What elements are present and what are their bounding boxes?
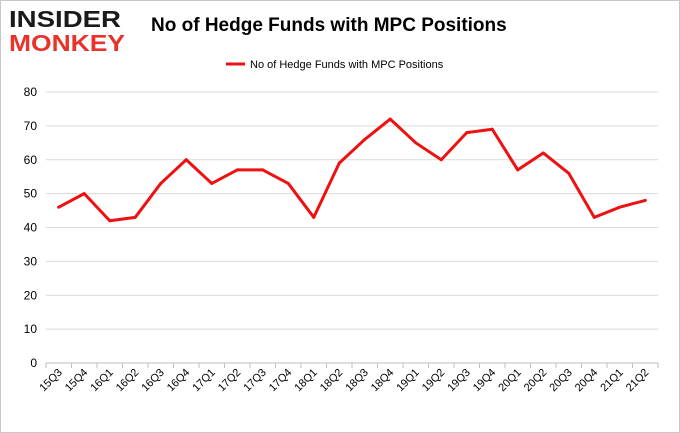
data-point	[286, 181, 290, 185]
data-point	[465, 131, 469, 135]
data-point	[184, 158, 188, 162]
x-tick-label: 18Q1	[292, 367, 320, 395]
legend-label: No of Hedge Funds with MPC Positions	[250, 59, 444, 71]
data-point	[108, 219, 112, 223]
data-point	[261, 168, 265, 172]
data-point	[414, 141, 418, 145]
data-point	[541, 151, 545, 155]
data-point	[363, 137, 367, 141]
x-tick-label: 18Q4	[369, 367, 397, 395]
chart-title: No of Hedge Funds with MPC Positions	[151, 15, 507, 36]
data-point	[210, 181, 214, 185]
y-tick-label: 50	[24, 187, 38, 201]
data-point	[159, 181, 163, 185]
data-point	[337, 161, 341, 165]
data-point	[643, 198, 647, 202]
data-point	[592, 215, 596, 219]
data-point	[388, 117, 392, 121]
data-point	[618, 205, 622, 209]
x-tick-label: 19Q4	[471, 367, 499, 395]
logo-line1: INSIDER	[9, 6, 121, 32]
data-point	[57, 205, 61, 209]
y-tick-label: 30	[24, 254, 38, 268]
data-point	[312, 215, 316, 219]
y-tick-label: 20	[24, 288, 38, 302]
x-tick-label: 20Q1	[496, 367, 524, 395]
x-tick-label: 17Q2	[216, 367, 244, 395]
x-tick-label: 20Q2	[522, 367, 550, 395]
insider-monkey-logo: INSIDER MONKEY	[9, 6, 125, 55]
y-tick-label: 0	[30, 356, 37, 370]
x-tick-label: 17Q3	[241, 367, 269, 395]
x-tick-label: 20Q4	[573, 367, 601, 395]
x-tick-label: 16Q4	[165, 367, 193, 395]
data-point	[516, 168, 520, 172]
x-tick-label: 19Q3	[445, 367, 473, 395]
x-tick-label: 16Q3	[139, 367, 167, 395]
y-tick-label: 80	[24, 85, 38, 99]
data-point	[82, 192, 86, 196]
series-line	[57, 117, 647, 223]
y-tick-label: 10	[24, 322, 38, 336]
x-tick-label: 15Q3	[37, 367, 65, 395]
x-tick-label: 19Q1	[394, 367, 422, 395]
data-point	[490, 127, 494, 131]
x-tick-label: 17Q1	[190, 367, 218, 395]
data-point	[235, 168, 239, 172]
x-tick-label: 19Q2	[420, 367, 448, 395]
x-tick-label: 17Q4	[267, 367, 295, 395]
data-point	[133, 215, 137, 219]
data-point	[567, 171, 571, 175]
x-tick-label: 16Q2	[114, 367, 142, 395]
x-tick-label: 21Q1	[598, 367, 626, 395]
x-tick-label: 16Q1	[88, 367, 116, 395]
data-point	[439, 158, 443, 162]
x-tick-label: 21Q2	[624, 367, 652, 395]
y-tick-label: 40	[24, 221, 38, 235]
x-tick-label: 18Q2	[318, 367, 346, 395]
x-tick-label: 18Q3	[343, 367, 371, 395]
y-tick-label: 70	[24, 119, 38, 133]
y-tick-label: 60	[24, 153, 38, 167]
x-tick-label: 20Q3	[547, 367, 575, 395]
logo-line2: MONKEY	[9, 30, 125, 55]
x-tick-label: 15Q4	[63, 367, 91, 395]
